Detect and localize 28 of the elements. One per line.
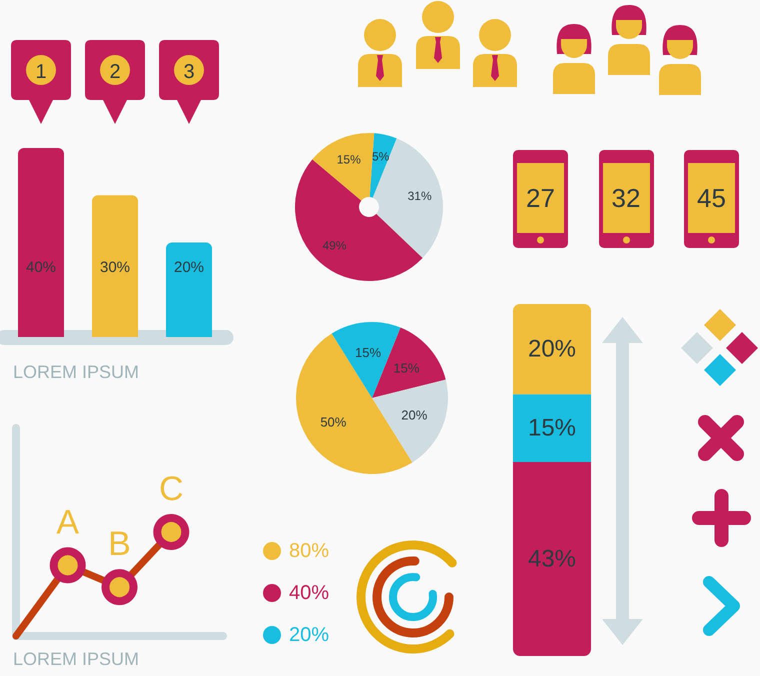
annotation: A bbox=[56, 503, 80, 542]
data-label: 31% bbox=[408, 189, 432, 204]
text: 45 bbox=[696, 182, 727, 215]
x-axis-title: LOREM IPSUM bbox=[13, 649, 140, 669]
x-tick-label: 3 bbox=[183, 61, 195, 83]
data-label: 43% bbox=[528, 545, 576, 572]
data-label: 15% bbox=[336, 152, 362, 166]
annotation: B bbox=[108, 525, 131, 564]
annotation: C bbox=[158, 470, 184, 508]
data-label: 5% bbox=[372, 150, 390, 164]
data-label: 20% bbox=[401, 408, 428, 423]
data-label: 20% bbox=[528, 336, 576, 363]
category-label: 20% bbox=[289, 623, 330, 647]
data-label: 20% bbox=[174, 259, 204, 276]
category-label: 80% bbox=[289, 539, 330, 563]
data-label: 40% bbox=[26, 259, 56, 276]
data-label: 30% bbox=[100, 259, 130, 276]
x-tick-label: 1 bbox=[35, 61, 47, 83]
x-axis-title: LOREM IPSUM bbox=[13, 362, 140, 382]
text: 27 bbox=[525, 182, 556, 215]
text: 32 bbox=[610, 182, 642, 215]
category-label: 40% bbox=[289, 581, 330, 605]
data-label: 15% bbox=[355, 345, 382, 360]
data-label: 15% bbox=[393, 360, 420, 376]
data-label: 49% bbox=[322, 238, 347, 253]
data-label: 15% bbox=[528, 414, 576, 442]
data-label: 50% bbox=[320, 414, 347, 430]
x-tick-label: 2 bbox=[109, 61, 121, 83]
